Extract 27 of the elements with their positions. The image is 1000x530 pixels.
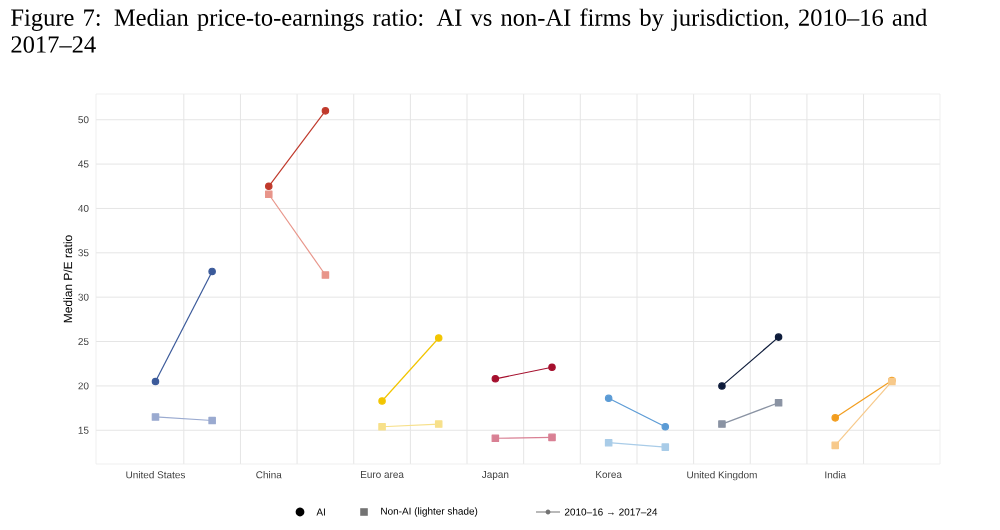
point (321, 107, 330, 115)
point (208, 267, 216, 276)
point (321, 271, 330, 279)
point (548, 363, 556, 372)
point (491, 434, 500, 443)
point (831, 414, 840, 422)
point (661, 443, 670, 451)
point (718, 420, 726, 428)
point (434, 334, 443, 342)
point (264, 190, 273, 199)
point (604, 394, 613, 403)
point (208, 416, 216, 425)
point (831, 441, 840, 450)
point (264, 182, 273, 191)
point (151, 377, 160, 386)
point (434, 420, 443, 428)
point (378, 397, 386, 405)
point (774, 333, 783, 341)
point (548, 433, 556, 442)
chart-title: Figure 7: Median price-to-earnings ratio: AI vs non-AI firms by jurisdiction, 2010–16 and 2017–24 (11, 8, 927, 53)
point (604, 438, 613, 447)
point (378, 422, 386, 431)
point (491, 375, 500, 383)
point (661, 422, 670, 431)
point (151, 413, 160, 421)
point (718, 382, 726, 390)
point (774, 398, 783, 407)
